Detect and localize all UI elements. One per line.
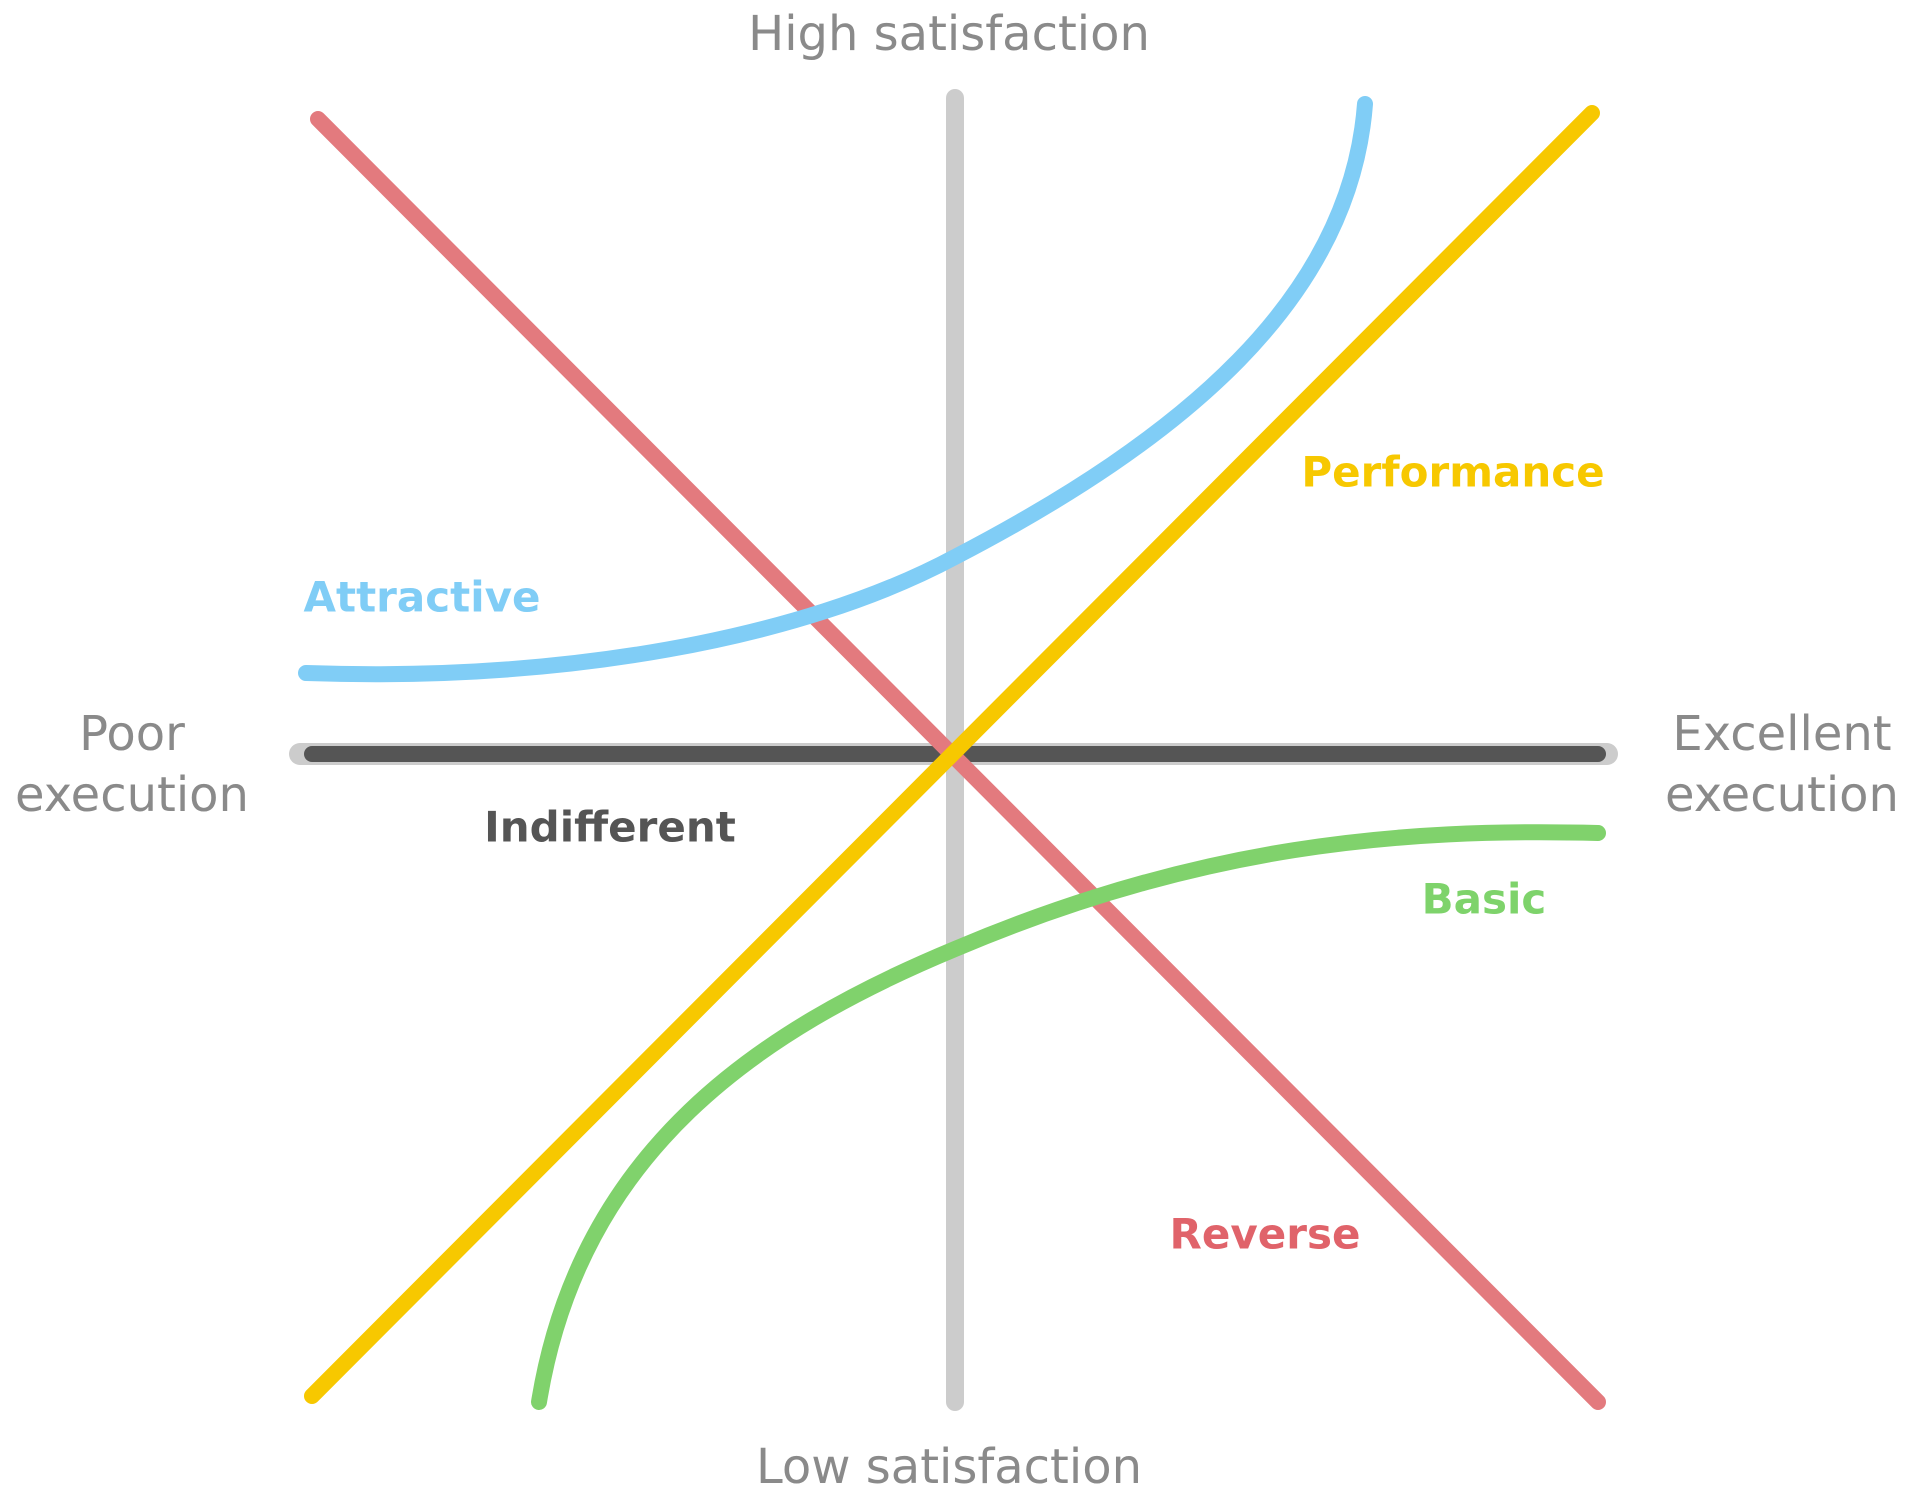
attractive-label: Attractive xyxy=(304,573,541,622)
lines xyxy=(289,89,1618,1411)
right-label: Excellent xyxy=(1672,706,1891,762)
indifferent-label: Indifferent xyxy=(484,803,736,852)
bottom-label: Low satisfaction xyxy=(756,1439,1142,1495)
reverse-line xyxy=(310,111,1606,1410)
basic-label: Basic xyxy=(1422,875,1547,924)
reverse-label: Reverse xyxy=(1170,1210,1361,1259)
attractive-curve xyxy=(298,96,1373,683)
left-label: execution xyxy=(15,767,249,823)
basic-curve xyxy=(531,824,1606,1410)
performance-line xyxy=(304,105,1600,1404)
left-label: Poor xyxy=(79,706,185,762)
top-label: High satisfaction xyxy=(748,6,1150,62)
performance-label: Performance xyxy=(1301,448,1604,497)
right-label: execution xyxy=(1665,767,1899,823)
